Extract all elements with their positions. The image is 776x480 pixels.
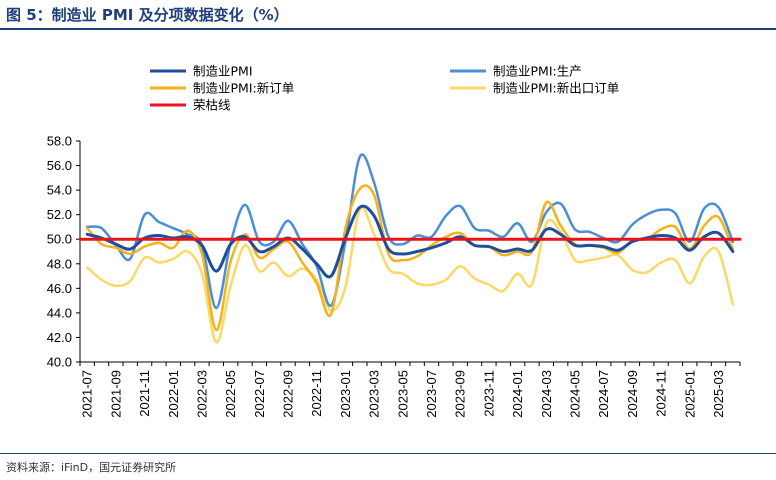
legend-label-1: 制造业PMI:生产 bbox=[493, 64, 582, 79]
x-tick-label-2023-09: 2023-09 bbox=[453, 370, 468, 418]
y-tick-label: 44.0 bbox=[47, 305, 72, 320]
y-axis: 40.0 42.0 44.0 46.0 48.0 50.0 52.0 54.0 56.0 58.0 bbox=[47, 134, 81, 370]
x-tick-label-2022-09: 2022-09 bbox=[281, 370, 296, 418]
source-note: 资料来源：iFinD，国元证券研究所 bbox=[6, 461, 177, 474]
legend-label-2: 制造业PMI:新订单 bbox=[193, 81, 294, 96]
x-tick-label-2024-03: 2024-03 bbox=[539, 370, 554, 418]
x-axis: 2021-07 2021-09 2021-11 2022-01 2022-03 2022-… bbox=[79, 361, 741, 418]
title-rule bbox=[0, 28, 776, 30]
x-tick-label-2021-11: 2021-11 bbox=[137, 370, 152, 417]
y-tick-label: 46.0 bbox=[47, 281, 72, 296]
x-tick-label-2024-09: 2024-09 bbox=[625, 370, 640, 418]
x-tick-label-2023-03: 2023-03 bbox=[367, 370, 382, 418]
x-tick-label-2023-05: 2023-05 bbox=[395, 370, 410, 418]
x-tick-label-2023-07: 2023-07 bbox=[424, 370, 439, 418]
x-tick-label-2022-01: 2022-01 bbox=[166, 370, 181, 418]
legend-label-3: 制造业PMI:新出口订单 bbox=[493, 81, 619, 96]
legend-label-0: 制造业PMI bbox=[193, 64, 253, 79]
x-tick-label-2021-07: 2021-07 bbox=[80, 370, 95, 418]
legend-label-4: 荣枯线 bbox=[193, 98, 231, 113]
y-tick-label: 56.0 bbox=[47, 158, 72, 173]
figure-title: 图 5：制造业 PMI 及分项数据变化（%） bbox=[6, 6, 289, 24]
x-tick-label-2022-11: 2022-11 bbox=[309, 370, 324, 417]
y-tick-label: 42.0 bbox=[47, 330, 72, 345]
x-tick-label-2024-07: 2024-07 bbox=[596, 370, 611, 418]
x-tick-label-2022-03: 2022-03 bbox=[194, 370, 209, 418]
x-tick-label-2024-05: 2024-05 bbox=[568, 370, 583, 418]
y-tick-label: 40.0 bbox=[47, 355, 72, 370]
y-tick-label: 58.0 bbox=[47, 134, 72, 149]
x-tick-label-2024-11: 2024-11 bbox=[654, 370, 669, 417]
x-tick-label-2022-05: 2022-05 bbox=[223, 370, 238, 418]
x-tick-label-2023-11: 2023-11 bbox=[481, 370, 496, 417]
y-tick-label: 54.0 bbox=[47, 183, 72, 198]
series-line-3 bbox=[85, 206, 735, 344]
footer-rule bbox=[0, 453, 776, 454]
x-tick-label-2023-01: 2023-01 bbox=[338, 370, 353, 418]
y-tick-label: 48.0 bbox=[47, 256, 72, 271]
x-tick-label-2025-01: 2025-01 bbox=[682, 370, 697, 418]
x-tick-label-2022-07: 2022-07 bbox=[252, 370, 267, 418]
x-tick-label-2025-03: 2025-03 bbox=[711, 370, 726, 418]
y-tick-label: 52.0 bbox=[47, 207, 72, 222]
x-tick-label-2024-01: 2024-01 bbox=[510, 370, 525, 418]
x-tick-label-2021-09: 2021-09 bbox=[108, 370, 123, 418]
series-layer bbox=[78, 153, 742, 344]
series-line-2 bbox=[85, 184, 735, 332]
y-tick-label: 50.0 bbox=[47, 232, 72, 247]
